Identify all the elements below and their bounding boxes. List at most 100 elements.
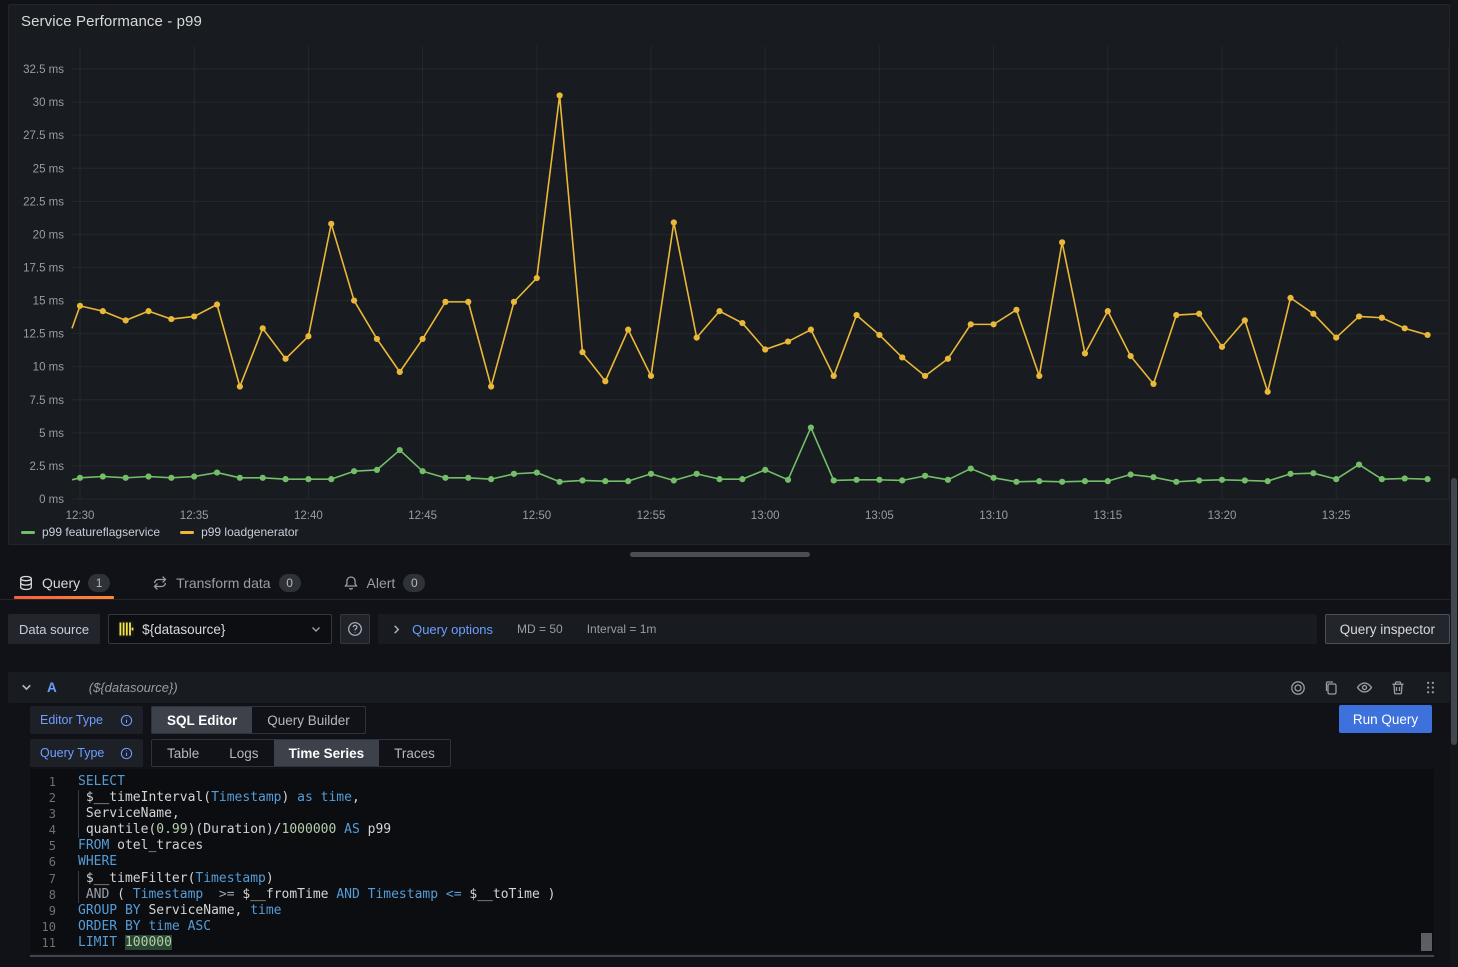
data-point[interactable]: [420, 336, 426, 342]
data-point[interactable]: [145, 308, 151, 314]
data-point[interactable]: [579, 477, 585, 483]
data-point[interactable]: [739, 476, 745, 482]
data-point[interactable]: [1082, 478, 1088, 484]
code-line-9[interactable]: 9GROUP BY ServiceName, time: [30, 903, 1434, 919]
data-point[interactable]: [442, 475, 448, 481]
delete-query-trash-icon[interactable]: [1390, 680, 1406, 696]
data-point[interactable]: [351, 468, 357, 474]
data-point[interactable]: [534, 469, 540, 475]
data-point[interactable]: [214, 469, 220, 475]
query-inspector-button[interactable]: Query inspector: [1325, 614, 1450, 644]
data-point[interactable]: [145, 473, 151, 479]
data-point[interactable]: [1379, 315, 1385, 321]
tab-query[interactable]: Query 1: [14, 566, 114, 599]
data-point[interactable]: [1128, 471, 1134, 477]
data-point[interactable]: [1150, 474, 1156, 480]
code-line-5[interactable]: 5FROM otel_traces: [30, 838, 1434, 854]
data-point[interactable]: [77, 475, 83, 481]
data-point[interactable]: [374, 336, 380, 342]
sql-code-editor[interactable]: 1SELECT2 $__timeInterval(Timestamp) as t…: [30, 769, 1434, 953]
data-point[interactable]: [237, 383, 243, 389]
data-point[interactable]: [831, 373, 837, 379]
data-point[interactable]: [305, 476, 311, 482]
data-point[interactable]: [465, 475, 471, 481]
data-point[interactable]: [1013, 479, 1019, 485]
data-point[interactable]: [762, 346, 768, 352]
data-point[interactable]: [282, 476, 288, 482]
query-ref-id[interactable]: A: [47, 680, 57, 695]
data-point[interactable]: [191, 313, 197, 319]
data-point[interactable]: [260, 325, 266, 331]
data-point[interactable]: [1242, 317, 1248, 323]
code-line-10[interactable]: 10ORDER BY time ASC: [30, 919, 1434, 935]
data-point[interactable]: [1105, 478, 1111, 484]
editor-scrollbar[interactable]: [1421, 933, 1432, 951]
data-point[interactable]: [1242, 477, 1248, 483]
timeseries-chart[interactable]: 0 ms2.5 ms5 ms7.5 ms10 ms12.5 ms15 ms17.…: [9, 5, 1449, 521]
code-line-3[interactable]: 3 ServiceName,: [30, 806, 1434, 822]
data-point[interactable]: [945, 356, 951, 362]
data-point[interactable]: [1196, 311, 1202, 317]
data-point[interactable]: [716, 476, 722, 482]
code-line-6[interactable]: 6WHERE: [30, 854, 1434, 870]
page-scrollbar-thumb[interactable]: [1451, 478, 1457, 745]
data-point[interactable]: [100, 308, 106, 314]
query-type-option-traces[interactable]: Traces: [379, 740, 450, 766]
data-point[interactable]: [1356, 462, 1362, 468]
data-point[interactable]: [968, 321, 974, 327]
query-type-option-table[interactable]: Table: [152, 740, 214, 766]
query-type-option-logs[interactable]: Logs: [214, 740, 273, 766]
editor-type-option-query-builder[interactable]: Query Builder: [252, 707, 365, 733]
query-type-option-time-series[interactable]: Time Series: [274, 740, 380, 766]
data-point[interactable]: [1036, 373, 1042, 379]
data-point[interactable]: [625, 327, 631, 333]
data-point[interactable]: [1402, 475, 1408, 481]
data-point[interactable]: [420, 468, 426, 474]
data-point[interactable]: [579, 349, 585, 355]
data-point[interactable]: [785, 477, 791, 483]
datasource-select[interactable]: ${datasource}: [108, 614, 332, 644]
data-point[interactable]: [1310, 311, 1316, 317]
data-point[interactable]: [808, 424, 814, 430]
editor-type-option-sql-editor[interactable]: SQL Editor: [152, 707, 252, 733]
data-point[interactable]: [77, 303, 83, 309]
data-point[interactable]: [876, 332, 882, 338]
data-point[interactable]: [853, 312, 859, 318]
data-point[interactable]: [1150, 381, 1156, 387]
data-point[interactable]: [1219, 344, 1225, 350]
data-point[interactable]: [214, 301, 220, 307]
data-point[interactable]: [305, 333, 311, 339]
data-point[interactable]: [511, 471, 517, 477]
data-point[interactable]: [739, 320, 745, 326]
tab-alert[interactable]: Alert 0: [339, 566, 430, 599]
data-point[interactable]: [557, 479, 563, 485]
data-point[interactable]: [831, 477, 837, 483]
data-point[interactable]: [488, 383, 494, 389]
data-point[interactable]: [123, 317, 129, 323]
data-point[interactable]: [1402, 325, 1408, 331]
data-point[interactable]: [1082, 350, 1088, 356]
data-point[interactable]: [671, 477, 677, 483]
data-point[interactable]: [1287, 295, 1293, 301]
collapse-chevron-icon[interactable]: [20, 681, 33, 694]
data-point[interactable]: [488, 476, 494, 482]
data-point[interactable]: [808, 327, 814, 333]
data-point[interactable]: [442, 299, 448, 305]
data-point[interactable]: [1265, 389, 1271, 395]
data-point[interactable]: [328, 221, 334, 227]
drag-handle-icon[interactable]: [1423, 680, 1438, 695]
toggle-visibility-eye-icon[interactable]: [1356, 679, 1373, 696]
data-point[interactable]: [1356, 313, 1362, 319]
data-point[interactable]: [945, 477, 951, 483]
data-point[interactable]: [899, 477, 905, 483]
data-point[interactable]: [374, 467, 380, 473]
data-point[interactable]: [922, 473, 928, 479]
data-point[interactable]: [237, 475, 243, 481]
data-point[interactable]: [260, 475, 266, 481]
data-point[interactable]: [694, 334, 700, 340]
code-line-4[interactable]: 4 quantile(0.99)(Duration)/1000000 AS p9…: [30, 822, 1434, 838]
data-point[interactable]: [1105, 308, 1111, 314]
data-point[interactable]: [123, 475, 129, 481]
data-point[interactable]: [991, 321, 997, 327]
code-line-1[interactable]: 1SELECT: [30, 774, 1434, 790]
